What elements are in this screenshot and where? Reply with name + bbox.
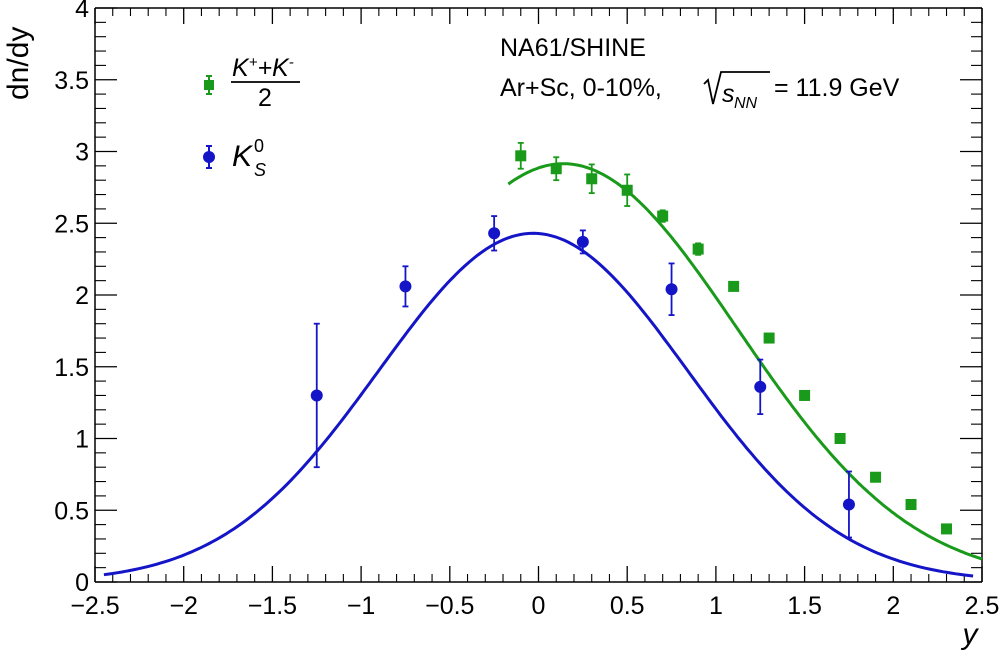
data-point-square	[799, 389, 811, 401]
data-point-square	[515, 150, 527, 162]
y-tick-label: 1.5	[54, 354, 89, 382]
legend-k1: K	[232, 54, 250, 82]
system-prefix: Ar+Sc, 0-10%,	[500, 74, 662, 102]
y-tick-label: 4	[75, 0, 89, 23]
y-tick-label: 3	[75, 139, 89, 167]
fit-curve-series-0	[507, 162, 983, 561]
sqrt-sub: NN	[734, 95, 758, 112]
x-tick-label: 1.5	[787, 592, 822, 620]
y-axis-title: dn/dy	[2, 27, 35, 100]
legend-denominator: 2	[258, 84, 272, 112]
legend-sup1: +	[249, 54, 258, 71]
x-tick-label: −2	[169, 592, 198, 620]
data-point-circle	[665, 283, 678, 296]
legend-k0s-k: K	[232, 140, 254, 173]
data-point-square	[834, 433, 846, 444]
data-point-circle	[754, 380, 767, 393]
data-point-square	[692, 243, 704, 255]
x-tick-label: 2.5	[965, 592, 1000, 620]
data-point-square	[586, 173, 598, 185]
legend-k0s-sup: 0	[254, 136, 264, 156]
data-point-circle	[488, 227, 501, 240]
data-point-circle	[576, 235, 589, 248]
y-tick-label: 1	[75, 426, 89, 454]
data-point-circle	[310, 389, 323, 402]
legend-circle-marker	[203, 151, 215, 163]
data-point-square	[941, 523, 953, 535]
fit-curves	[103, 162, 983, 578]
legend-k0s-sub: S	[254, 160, 266, 180]
data-point-circle	[399, 280, 412, 293]
y-tick-label: 2.5	[54, 210, 89, 238]
x-tick-label: −0.5	[425, 592, 474, 620]
data-markers	[310, 150, 953, 535]
legend-square-marker	[204, 80, 214, 90]
axis-ticks	[94, 7, 983, 583]
x-axis-title: y	[961, 618, 980, 651]
x-tick-label: 1	[709, 592, 723, 620]
sqrt-s: s	[722, 80, 735, 108]
data-point-square	[621, 184, 633, 196]
legend-numerator: K++K-	[232, 54, 294, 82]
y-tick-label: 3.5	[54, 67, 89, 95]
x-tick-label: −2.5	[70, 592, 119, 620]
data-point-square	[905, 499, 917, 511]
x-tick-label: 0.5	[610, 592, 645, 620]
y-tick-label: 0	[75, 569, 89, 597]
x-tick-label: 2	[886, 592, 900, 620]
energy-label: = 11.9 GeV	[774, 74, 900, 102]
data-point-circle	[842, 498, 855, 511]
legend-plus-k: +K	[257, 54, 290, 82]
data-point-square	[870, 471, 882, 483]
legend-entry-kaon-charged: K++K- 2	[204, 54, 300, 112]
experiment-label: NA61/SHINE	[500, 34, 646, 62]
x-tick-label: −1	[347, 592, 376, 620]
sqrt-sign-icon	[703, 71, 770, 105]
y-tick-label: 2	[75, 282, 89, 310]
data-point-square	[550, 163, 562, 175]
data-point-square	[728, 280, 740, 292]
system-label: Ar+Sc, 0-10%, s NN = 11.9 GeV	[500, 71, 900, 112]
x-tick-label: −1.5	[248, 592, 297, 620]
data-point-square	[763, 332, 775, 344]
y-tick-label: 0.5	[54, 497, 89, 525]
x-tick-label: 0	[532, 592, 546, 620]
fit-curve-series-1	[103, 231, 974, 578]
legend-sup2: -	[289, 54, 294, 71]
data-point-square	[657, 210, 669, 222]
tick-labels: −2.5 −2 −1.5 −1 −0.5 0 0.5 1 1.5 2 2.5 0 0.5 1 1.5 2 2.5…	[54, 0, 999, 620]
